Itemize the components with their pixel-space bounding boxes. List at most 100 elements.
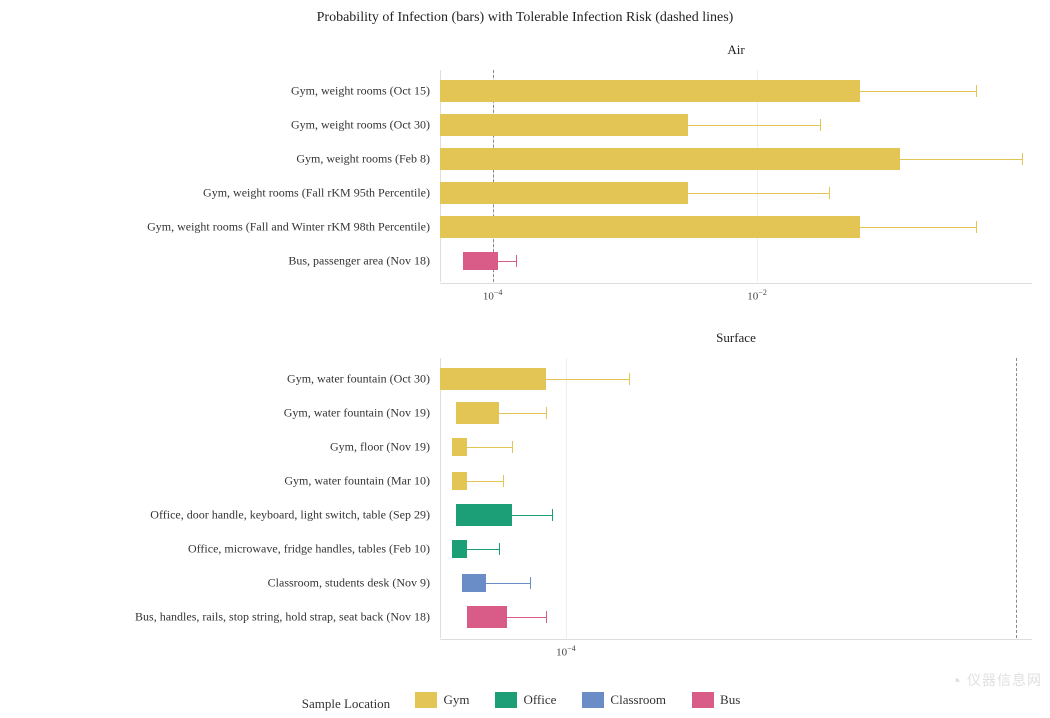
error-whisker xyxy=(467,481,503,482)
bar-row: Gym, weight rooms (Fall rKM 95th Percent… xyxy=(440,176,1032,210)
error-cap xyxy=(530,577,531,589)
bar-label: Gym, floor (Nov 19) xyxy=(330,440,440,455)
bar-row: Gym, water fountain (Nov 19) xyxy=(440,396,1032,430)
error-cap xyxy=(440,85,441,97)
bar-label: Gym, weight rooms (Feb 8) xyxy=(296,152,440,167)
bar-row: Bus, handles, rails, stop string, hold s… xyxy=(440,600,1032,634)
bar xyxy=(462,574,486,592)
x-tick-label: 10−4 xyxy=(556,644,576,659)
error-cap xyxy=(452,441,453,453)
error-whisker xyxy=(546,379,629,380)
error-cap xyxy=(546,611,547,623)
error-cap xyxy=(512,441,513,453)
error-cap xyxy=(440,153,441,165)
panel-title-surface: Surface xyxy=(440,330,1032,346)
error-whisker xyxy=(860,227,976,228)
bar-row: Gym, weight rooms (Oct 30) xyxy=(440,108,1032,142)
bar-row: Gym, weight rooms (Fall and Winter rKM 9… xyxy=(440,210,1032,244)
bar-label: Gym, weight rooms (Oct 15) xyxy=(291,84,440,99)
error-cap xyxy=(552,509,553,521)
legend-title: Sample Location xyxy=(302,696,390,711)
bar-row: Gym, floor (Nov 19) xyxy=(440,430,1032,464)
watermark-text: 仪器信息网 xyxy=(967,672,1042,688)
bar-row: Office, door handle, keyboard, light swi… xyxy=(440,498,1032,532)
bar-row: Gym, weight rooms (Oct 15) xyxy=(440,74,1032,108)
error-cap xyxy=(456,407,457,419)
legend-label: Gym xyxy=(443,692,469,708)
error-whisker xyxy=(688,125,820,126)
bar xyxy=(463,252,498,270)
bar-row: Bus, passenger area (Nov 18) xyxy=(440,244,1032,278)
bar xyxy=(452,540,467,558)
legend-swatch xyxy=(495,692,517,708)
watermark: ◔ 仪器信息网 xyxy=(950,670,1042,692)
legend-item-bus: Bus xyxy=(682,692,740,708)
error-cap xyxy=(452,475,453,487)
error-cap xyxy=(456,509,457,521)
bar-label: Bus, handles, rails, stop string, hold s… xyxy=(135,610,440,625)
error-cap xyxy=(516,255,517,267)
legend-label: Office xyxy=(523,692,556,708)
error-cap xyxy=(463,255,464,267)
chart-title: Probability of Infection (bars) with Tol… xyxy=(0,10,1050,26)
error-cap xyxy=(503,475,504,487)
x-tick-label: 10−4 xyxy=(483,288,503,303)
legend-label: Classroom xyxy=(610,692,666,708)
error-cap xyxy=(440,221,441,233)
error-cap xyxy=(976,221,977,233)
legend-label: Bus xyxy=(720,692,740,708)
panel-title-air: Air xyxy=(440,42,1032,58)
bar xyxy=(440,216,860,238)
watermark-icon: ◔ xyxy=(950,671,962,691)
plot-area-surface: Gym, water fountain (Oct 30)Gym, water f… xyxy=(440,358,1032,638)
bar xyxy=(440,182,688,204)
error-whisker xyxy=(498,261,516,262)
error-cap xyxy=(452,543,453,555)
legend-item-gym: Gym xyxy=(405,692,469,708)
error-cap xyxy=(1022,153,1023,165)
bar-label: Office, door handle, keyboard, light swi… xyxy=(150,508,440,523)
bar-label: Gym, weight rooms (Oct 30) xyxy=(291,118,440,133)
bar-row: Gym, water fountain (Mar 10) xyxy=(440,464,1032,498)
bar-label: Gym, weight rooms (Fall rKM 95th Percent… xyxy=(203,186,440,201)
error-whisker xyxy=(507,617,546,618)
x-axis-line xyxy=(440,639,1032,640)
bar-row: Office, microwave, fridge handles, table… xyxy=(440,532,1032,566)
bar-label: Gym, water fountain (Mar 10) xyxy=(284,474,440,489)
error-cap xyxy=(462,577,463,589)
legend-swatch xyxy=(415,692,437,708)
bar xyxy=(440,368,546,390)
bar xyxy=(440,114,688,136)
bar xyxy=(452,472,467,490)
error-cap xyxy=(440,119,441,131)
error-whisker xyxy=(467,447,512,448)
bar-label: Gym, water fountain (Nov 19) xyxy=(284,406,440,421)
error-cap xyxy=(440,373,441,385)
error-whisker xyxy=(499,413,546,414)
bar-label: Classroom, students desk (Nov 9) xyxy=(268,576,440,591)
error-cap xyxy=(829,187,830,199)
error-whisker xyxy=(860,91,976,92)
bar-row: Gym, weight rooms (Feb 8) xyxy=(440,142,1032,176)
bar-row: Classroom, students desk (Nov 9) xyxy=(440,566,1032,600)
error-whisker xyxy=(900,159,1022,160)
bar-label: Gym, weight rooms (Fall and Winter rKM 9… xyxy=(147,220,440,235)
figure-root: { "title": "Probability of Infection (ba… xyxy=(0,0,1050,718)
legend-item-classroom: Classroom xyxy=(572,692,666,708)
bar-row: Gym, water fountain (Oct 30) xyxy=(440,362,1032,396)
bar xyxy=(456,402,499,424)
error-cap xyxy=(976,85,977,97)
error-whisker xyxy=(512,515,552,516)
error-cap xyxy=(629,373,630,385)
bar xyxy=(467,606,507,628)
error-cap xyxy=(440,187,441,199)
bar-label: Bus, passenger area (Nov 18) xyxy=(288,254,440,269)
bar-label: Office, microwave, fridge handles, table… xyxy=(188,542,440,557)
x-axis-line xyxy=(440,283,1032,284)
bar xyxy=(456,504,512,526)
bar-label: Gym, water fountain (Oct 30) xyxy=(287,372,440,387)
legend: Sample Location Gym Office Classroom Bus xyxy=(0,692,1050,712)
plot-area-air: Gym, weight rooms (Oct 15)Gym, weight ro… xyxy=(440,70,1032,282)
error-cap xyxy=(499,543,500,555)
error-whisker xyxy=(467,549,499,550)
